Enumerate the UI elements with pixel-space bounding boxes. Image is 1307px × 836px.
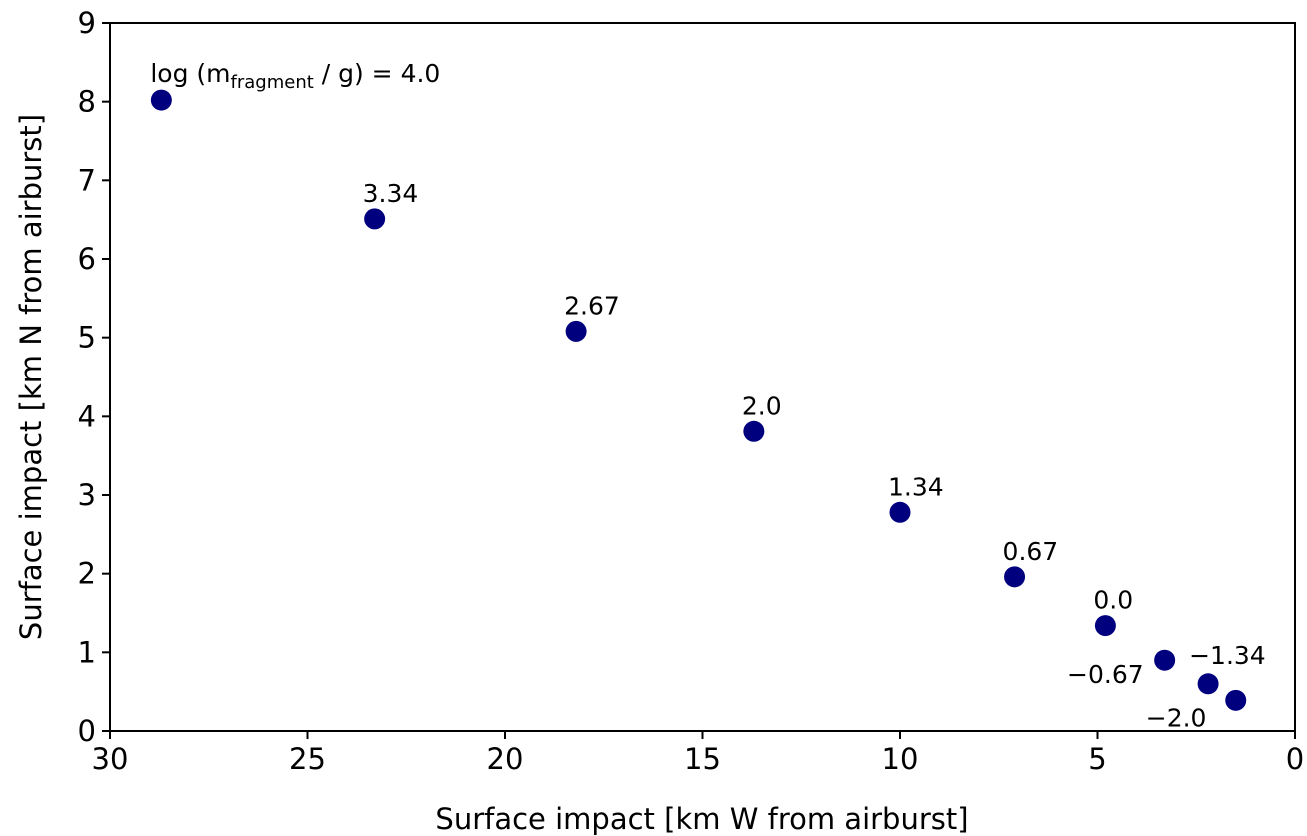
y-axis-label: Surface impact [km N from airburst] [14, 114, 48, 640]
y-tick-label-0: 0 [78, 714, 96, 748]
x-tick-label-5: 5 [1088, 742, 1106, 776]
data-point-2 [565, 320, 587, 342]
data-point-8 [1197, 673, 1219, 695]
y-tick-label-2: 2 [78, 557, 96, 591]
y-tick-label-1: 1 [78, 635, 96, 669]
y-tick-label-4: 4 [78, 399, 96, 433]
axis-tick-labels: 30 25 20 15 10 5 0 0 1 2 3 4 5 6 7 8 9 [78, 6, 1305, 776]
data-point-7 [1154, 649, 1176, 671]
x-tick-label-6: 0 [1286, 742, 1304, 776]
data-point-9 [1225, 689, 1247, 711]
data-point-4 [889, 501, 911, 523]
y-tick-label-9: 9 [78, 6, 96, 40]
data-points [150, 89, 1247, 711]
data-label-5: 0.67 [1003, 537, 1059, 566]
data-label-4: 1.34 [888, 472, 944, 501]
data-label-0-prefix: log (m [150, 59, 230, 88]
data-point-3 [743, 420, 765, 442]
x-tick-label-2: 20 [487, 742, 524, 776]
data-point-0 [150, 89, 172, 111]
x-tick-label-4: 10 [882, 742, 919, 776]
data-point-1 [364, 208, 386, 230]
x-axis-label: Surface impact [km W from airburst] [435, 802, 968, 836]
data-label-9: −2.0 [1146, 703, 1207, 732]
data-label-7: −0.67 [1067, 660, 1144, 689]
y-tick-label-6: 6 [78, 242, 96, 276]
data-label-0-subscript: fragment [231, 72, 314, 93]
y-tick-label-7: 7 [78, 163, 96, 197]
plot-frame [109, 22, 1296, 732]
x-tick-label-1: 25 [289, 742, 326, 776]
y-tick-label-5: 5 [78, 321, 96, 355]
axis-ticks [102, 22, 1296, 739]
y-tick-label-8: 8 [78, 85, 96, 119]
data-label-1: 3.34 [363, 179, 419, 208]
data-point-6 [1094, 615, 1116, 637]
y-tick-label-3: 3 [78, 478, 96, 512]
x-tick-label-0: 30 [92, 742, 129, 776]
x-tick-label-3: 15 [684, 742, 721, 776]
data-label-6: 0.0 [1093, 586, 1133, 615]
data-label-0-suffix: / g) = 4.0 [314, 59, 441, 88]
data-label-8: −1.34 [1189, 641, 1266, 670]
data-label-0: log (mfragment / g) = 4.0 [150, 59, 440, 93]
data-label-3: 2.0 [742, 391, 782, 420]
data-labels: log (mfragment / g) = 4.0 3.34 2.67 2.0 1.34… [150, 59, 1265, 732]
data-point-5 [1004, 566, 1026, 588]
data-label-2: 2.67 [564, 291, 620, 320]
